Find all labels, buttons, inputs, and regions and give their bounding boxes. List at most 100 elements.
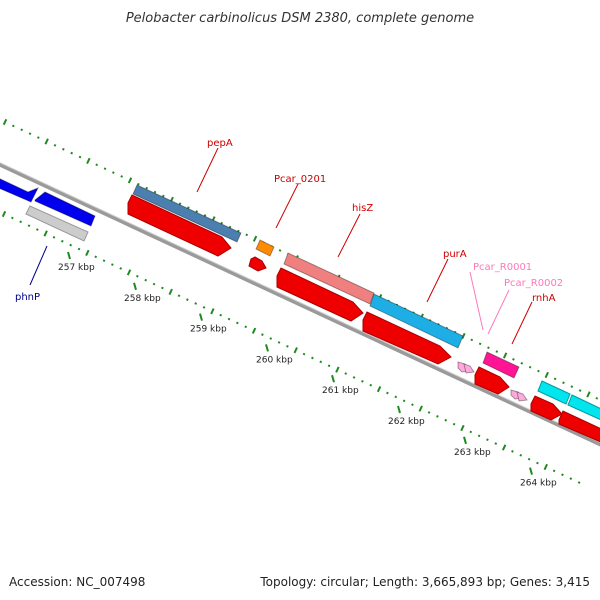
outer-tick: [478, 342, 482, 346]
inner-tick: [536, 461, 539, 465]
accession-text: Accession: NC_007498: [9, 575, 145, 589]
feature-pepA[interactable]: pepA: [127, 138, 242, 257]
outer-tick: [537, 369, 540, 373]
inner-tick: [69, 243, 73, 247]
Pcar_R0001-label: Pcar_R0001: [473, 262, 532, 273]
Pcar_R0002-label-leader: [487, 289, 510, 335]
purA-label-leader: [426, 258, 449, 303]
inner-tick: [161, 286, 164, 290]
outer-tick: [495, 350, 499, 353]
inner-tick: [1, 210, 7, 218]
pepA-cds-arrow[interactable]: [127, 194, 232, 257]
inner-tick: [469, 430, 473, 434]
cyan-feature-bar[interactable]: [537, 380, 571, 405]
outer-tick: [195, 210, 199, 213]
inner-tick: [293, 347, 298, 354]
inner-tick: [386, 391, 389, 395]
inner-tick: [210, 308, 215, 315]
feature-rnhA[interactable]: rnhA: [474, 293, 556, 395]
purA-cds-arrow[interactable]: [362, 311, 452, 365]
outer-tick: [512, 358, 515, 361]
rnhA-label: rnhA: [532, 293, 556, 304]
tick-major-mark: [331, 374, 335, 383]
tick-major-mark: [265, 344, 269, 352]
inner-tick: [277, 341, 281, 344]
hisZ-feature-bar[interactable]: [283, 252, 375, 305]
inner-tick: [561, 473, 564, 477]
outer-tick: [228, 225, 232, 229]
purA-feature-bar[interactable]: [369, 293, 464, 349]
outer-tick: [112, 171, 115, 174]
feature-Pcar_R0002[interactable]: Pcar_R0002: [487, 278, 563, 402]
inner-tick: [327, 364, 331, 368]
tick-label: 261 kbp: [322, 386, 359, 396]
outer-tick: [470, 338, 474, 342]
inner-tick: [311, 356, 314, 360]
inner-tick: [352, 376, 356, 379]
outer-tick: [520, 361, 524, 365]
feature-purA[interactable]: purA: [362, 249, 467, 365]
tick-major-mark: [463, 436, 467, 445]
inner-tick: [61, 239, 64, 243]
inner-tick: [94, 255, 98, 259]
Pcar_0201-cds-arrow[interactable]: [248, 256, 267, 272]
inner-tick: [394, 395, 398, 399]
hisZ-cds-arrow[interactable]: [276, 267, 364, 322]
tick-major-mark: [397, 405, 401, 414]
inner-tick: [569, 477, 573, 480]
inner-tick: [43, 230, 48, 237]
inner-tick: [194, 302, 198, 305]
inner-tick: [27, 224, 31, 228]
phnP-label-leader: [29, 245, 48, 286]
feature-Pcar_R0001[interactable]: Pcar_R0001: [457, 262, 532, 374]
outer-tick: [252, 235, 258, 242]
outer-tick: [44, 138, 49, 145]
inner-tick: [577, 481, 581, 484]
Pcar_R0002-feature-arrow-2[interactable]: [516, 391, 528, 402]
inner-tick: [436, 415, 439, 418]
inner-tick: [119, 267, 123, 270]
phnP-label: phnP: [15, 292, 40, 303]
Pcar_0201-feature-bar[interactable]: [255, 239, 275, 257]
pepA-label: pepA: [207, 138, 233, 149]
feature-Pcar_0201[interactable]: Pcar_0201: [248, 174, 326, 272]
phnP-feature-bar[interactable]: [0, 176, 40, 203]
inner-tick: [236, 321, 239, 325]
phnP-feature-bar-2[interactable]: [34, 191, 96, 227]
outer-tick: [487, 346, 490, 350]
outer-tick: [595, 396, 599, 400]
outer-tick: [578, 389, 582, 392]
pepA-feature-bar[interactable]: [132, 184, 242, 243]
tick-major-mark: [67, 251, 71, 260]
outer-tick: [544, 371, 549, 379]
outer-tick: [461, 332, 466, 340]
cyan-feature-bar-2[interactable]: [567, 394, 600, 424]
inner-tick: [77, 247, 81, 251]
genome-backbone: [0, 162, 600, 447]
feature-cyan-partial[interactable]: [530, 380, 600, 446]
purA-label: purA: [443, 249, 467, 260]
outer-tick: [103, 167, 107, 171]
inner-tick: [302, 352, 306, 356]
inner-tick: [144, 278, 148, 282]
Pcar_R0001-feature-arrow-2[interactable]: [463, 363, 475, 374]
tick-label: 264 kbp: [520, 479, 557, 489]
outer-tick: [562, 381, 565, 385]
rnhA-feature-bar[interactable]: [482, 351, 520, 379]
inner-tick: [177, 294, 181, 298]
rnhA-cds-arrow[interactable]: [474, 366, 510, 395]
outer-tick: [237, 229, 240, 233]
inner-tick: [152, 282, 156, 286]
inner-tick: [269, 337, 273, 340]
outer-tick: [2, 118, 8, 126]
outer-tick: [178, 202, 182, 206]
outer-tick: [502, 352, 508, 359]
feature-hisZ[interactable]: hisZ: [276, 203, 375, 322]
tick-label: 257 kbp: [58, 263, 95, 273]
outer-tick: [586, 391, 591, 398]
inner-tick: [376, 385, 382, 393]
cyan-cds-arrow-2[interactable]: [558, 410, 600, 446]
outer-tick: [127, 177, 133, 184]
inner-tick: [411, 403, 414, 407]
feature-phnP[interactable]: phnP: [0, 176, 96, 303]
